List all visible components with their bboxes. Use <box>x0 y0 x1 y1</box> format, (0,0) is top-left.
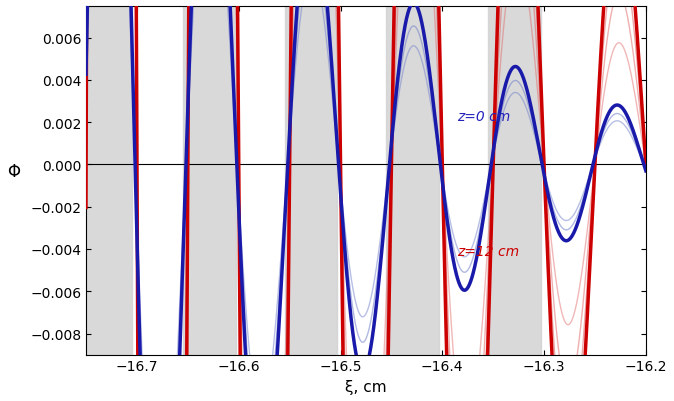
X-axis label: ξ, cm: ξ, cm <box>345 379 387 394</box>
Text: z=0 cm: z=0 cm <box>458 110 511 124</box>
Bar <box>386 7 439 355</box>
Y-axis label: Φ: Φ <box>7 163 20 181</box>
Bar <box>488 7 541 355</box>
Text: z=12 cm: z=12 cm <box>458 245 520 259</box>
Bar <box>183 7 236 355</box>
Bar <box>81 7 132 355</box>
Bar <box>284 7 338 355</box>
